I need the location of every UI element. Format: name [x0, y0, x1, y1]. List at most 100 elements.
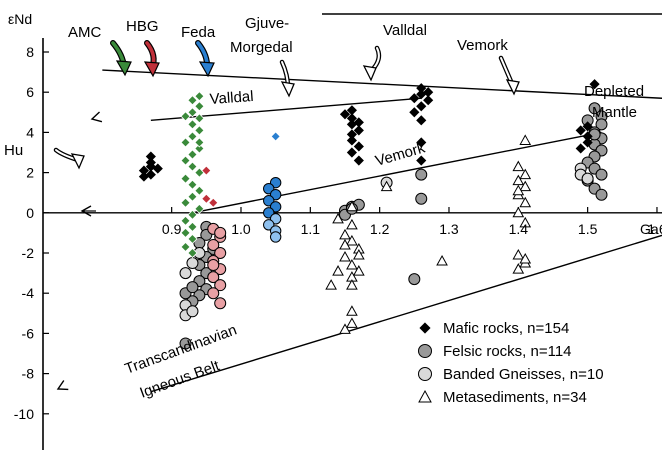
metasediments-point: [512, 174, 525, 186]
mafic-rocks-point: [416, 115, 427, 126]
mafic-rocks-point: [409, 107, 420, 118]
x-tick-label: 1.0: [231, 221, 251, 237]
amc-point: [180, 173, 191, 184]
amc-point: [187, 119, 198, 130]
reference-line-vemork: [192, 131, 602, 214]
amc-point: [180, 215, 191, 226]
annotation-label: Hu: [4, 142, 23, 159]
mafic-rocks-point: [339, 109, 351, 120]
valldal-line-arrowhead: [90, 111, 103, 123]
reference-lines: [102, 69, 662, 393]
felsic-rocks-point: [595, 168, 608, 181]
felsic-rocks-point: [415, 192, 428, 205]
y-axis-label: εNd: [8, 11, 32, 27]
hbg-point: [208, 197, 219, 208]
x-tick-label: 0.9: [162, 221, 182, 237]
x-tick-label: 1.5: [578, 221, 598, 237]
mafic-rocks-point: [582, 121, 593, 132]
amc-arrow-head: [115, 60, 132, 77]
amc-point: [187, 209, 198, 220]
y-tick-label: 0: [26, 205, 34, 221]
data-marks: [138, 79, 608, 350]
amc-point: [187, 95, 198, 106]
metasediments-point: [339, 228, 351, 240]
hbg-felsic-point: [207, 287, 220, 300]
amc-point: [180, 155, 191, 166]
amc-point: [194, 125, 205, 136]
legend: Mafic rocks, n=154 Felsic rocks, n=114 Ban…: [418, 320, 604, 406]
mafic-rocks-point: [416, 155, 427, 166]
hbg-felsic-point: [214, 247, 227, 259]
gjuve-morgedal-arrow-head: [280, 81, 295, 98]
amc-point: [180, 111, 191, 122]
x-tick-label: 1.3: [439, 221, 459, 237]
annotation-label: Vemork: [457, 37, 508, 54]
amc-point: [187, 149, 198, 160]
legend-marker-circle: [418, 367, 432, 381]
y-tick-label: -4: [22, 285, 35, 301]
mafic-rocks-point: [423, 87, 434, 98]
mafic-rocks-point: [353, 125, 364, 136]
metasediments-point: [512, 184, 525, 196]
metasediments-point: [339, 238, 351, 250]
metasediments-point: [512, 263, 525, 274]
vemork-arrow-head: [505, 79, 520, 96]
mafic-rocks-point: [152, 163, 163, 174]
metasediments-point: [519, 134, 532, 145]
legend-label: Metasediments, n=34: [443, 389, 587, 406]
amc-point: [180, 137, 191, 148]
metasediments-point: [325, 279, 337, 290]
annotation-label: AMC: [68, 24, 102, 41]
reference-line-transcandinavian-igneous-belt: [150, 234, 662, 393]
legend-label: Banded Gneisses, n=10: [443, 366, 604, 383]
legend-label: Felsic rocks, n=114: [443, 343, 572, 360]
metasediments-point: [339, 250, 351, 262]
amc-point: [194, 113, 205, 124]
reference-line-depleted-mantle: [102, 69, 662, 99]
x-axis-label: Ga: [640, 221, 659, 237]
legend-marker-triangle: [418, 389, 432, 403]
annotation-label: Valldal: [383, 22, 427, 39]
reference-line-valldal: [150, 97, 422, 122]
hu-arrow-head: [70, 153, 85, 170]
tib-line-arrowhead: [56, 380, 69, 391]
chart-text: 8 6 4 2 0 -2 -4 -6 -8 -10 0.9 1.0 1.1 1.2 1.3 1.4 1.5 1.6…: [4, 11, 662, 422]
valldal-arrow-head: [362, 65, 377, 82]
amc-point: [194, 203, 205, 214]
hbg-felsic-point: [207, 259, 220, 272]
felsic-rocks-point: [415, 168, 428, 181]
mafic-rocks-point: [423, 95, 434, 106]
amc-point: [194, 143, 205, 154]
annotation-label: Morgedal: [230, 39, 293, 56]
y-tick-label: 6: [26, 84, 34, 100]
felsic-rocks-point: [595, 118, 608, 131]
x-tick-label: 1.6: [647, 221, 662, 237]
mafic-rocks-point: [575, 125, 586, 136]
hbg-felsic-point: [214, 297, 227, 310]
y-tick-label: -2: [22, 245, 35, 261]
felsic-rocks-point: [186, 281, 199, 294]
annotation-label: Gjuve-: [245, 15, 289, 32]
amc-point: [187, 161, 198, 172]
y-tick-label: 8: [26, 44, 34, 60]
amc-point: [180, 227, 191, 238]
chart-frame: [42, 13, 662, 450]
mafic-rocks-point: [409, 93, 420, 104]
metasediments-point: [346, 200, 358, 212]
mafic-rocks-point: [346, 147, 357, 158]
amc-point: [194, 101, 205, 112]
amc-point: [187, 233, 198, 244]
metasediments-point: [512, 206, 525, 218]
metasediments-point: [346, 259, 358, 270]
hbg-point: [201, 193, 212, 204]
felsic-rocks-point: [595, 188, 608, 201]
amc-point: [194, 137, 205, 148]
amc-point: [187, 107, 198, 118]
mafic-rocks-point: [575, 143, 586, 154]
metasediments-point: [346, 279, 358, 290]
amc-point: [194, 185, 205, 196]
y-tick-label: -8: [22, 366, 35, 382]
metasediments-point: [353, 265, 365, 276]
felsic-rocks-point: [588, 102, 601, 115]
metasediments-point: [346, 317, 358, 328]
